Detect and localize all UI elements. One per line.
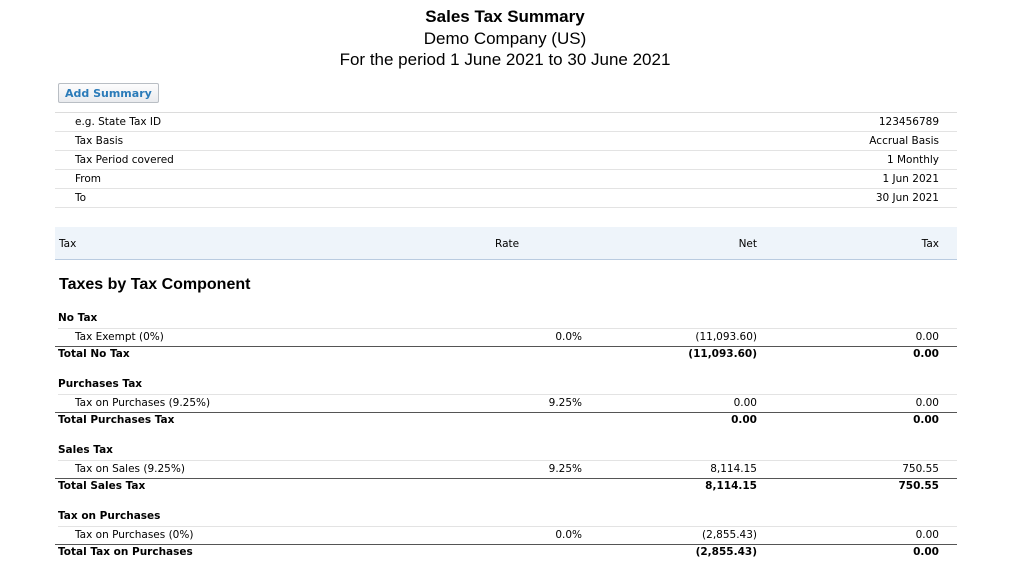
info-row-tax-period: Tax Period covered 1 Monthly <box>55 151 957 170</box>
total-label: Total Tax on Purchases <box>58 546 193 558</box>
group-name: Tax on Purchases <box>58 510 957 527</box>
total-net: 0.00 <box>731 414 757 426</box>
total-row: Total Sales Tax 8,114.15 750.55 <box>55 479 957 497</box>
info-row-from: From 1 Jun 2021 <box>55 170 957 189</box>
report-period: For the period 1 June 2021 to 30 June 20… <box>339 50 671 69</box>
group-name: Purchases Tax <box>58 378 957 395</box>
tax-group-sales-tax: Sales Tax Tax on Sales (9.25%) 9.25% 8,1… <box>55 442 957 508</box>
info-label: e.g. State Tax ID <box>75 116 162 128</box>
line-net: (2,855.43) <box>702 529 757 541</box>
column-header-net: Net <box>738 238 757 250</box>
summary-info-table: e.g. State Tax ID 123456789 Tax Basis Ac… <box>55 112 957 208</box>
info-value: 123456789 <box>878 116 939 128</box>
info-label: To <box>75 192 87 204</box>
total-label: Total No Tax <box>58 348 130 360</box>
line-name: Tax on Sales (9.25%) <box>75 463 185 475</box>
total-row: Total Tax on Purchases (2,855.43) 0.00 <box>55 545 957 563</box>
line-rate: 9.25% <box>548 463 582 475</box>
group-name: Sales Tax <box>58 444 957 461</box>
line-tax: 0.00 <box>915 397 939 409</box>
info-value: 1 Monthly <box>886 154 939 166</box>
total-label: Total Purchases Tax <box>58 414 175 426</box>
table-row: Tax on Purchases (9.25%) 9.25% 0.00 0.00 <box>55 394 957 413</box>
total-net: 8,114.15 <box>705 480 757 492</box>
line-name: Tax on Purchases (0%) <box>75 529 194 541</box>
table-row: Tax on Purchases (0%) 0.0% (2,855.43) 0.… <box>55 526 957 545</box>
column-header-row: Tax Rate Net Tax <box>55 227 957 260</box>
info-row-to: To 30 Jun 2021 <box>55 189 957 208</box>
line-name: Tax Exempt (0%) <box>75 331 164 343</box>
info-label: Tax Period covered <box>75 154 174 166</box>
section-title: Taxes by Tax Component <box>59 276 251 293</box>
line-net: (11,093.60) <box>695 331 757 343</box>
info-label: Tax Basis <box>75 135 124 147</box>
report-title: Sales Tax Summary <box>425 7 585 26</box>
company-name: Demo Company (US) <box>423 29 587 48</box>
tax-group-no-tax: No Tax Tax Exempt (0%) 0.0% (11,093.60) … <box>55 310 957 376</box>
tax-group-tax-on-purchases: Tax on Purchases Tax on Purchases (0%) 0… <box>55 508 957 574</box>
info-value: 1 Jun 2021 <box>882 173 939 185</box>
table-row: Tax Exempt (0%) 0.0% (11,093.60) 0.00 <box>55 328 957 347</box>
tax-groups: No Tax Tax Exempt (0%) 0.0% (11,093.60) … <box>55 310 957 574</box>
total-tax: 0.00 <box>913 546 939 558</box>
tax-group-purchases-tax: Purchases Tax Tax on Purchases (9.25%) 9… <box>55 376 957 442</box>
total-tax: 0.00 <box>913 414 939 426</box>
info-label: From <box>75 173 102 185</box>
total-label: Total Sales Tax <box>58 480 146 492</box>
add-summary-button[interactable]: Add Summary <box>58 83 159 103</box>
line-rate: 0.0% <box>555 331 582 343</box>
line-tax: 0.00 <box>915 331 939 343</box>
column-header-rate: Rate <box>495 238 520 250</box>
line-net: 0.00 <box>733 397 757 409</box>
line-rate: 9.25% <box>548 397 582 409</box>
info-row-tax-id: e.g. State Tax ID 123456789 <box>55 113 957 132</box>
info-row-tax-basis: Tax Basis Accrual Basis <box>55 132 957 151</box>
total-tax: 750.55 <box>898 480 939 492</box>
info-value: 30 Jun 2021 <box>875 192 939 204</box>
line-name: Tax on Purchases (9.25%) <box>75 397 211 409</box>
table-row: Tax on Sales (9.25%) 9.25% 8,114.15 750.… <box>55 460 957 479</box>
line-tax: 0.00 <box>915 529 939 541</box>
group-name: No Tax <box>58 312 957 329</box>
total-row: Total Purchases Tax 0.00 0.00 <box>55 413 957 431</box>
total-net: (11,093.60) <box>688 348 757 360</box>
total-tax: 0.00 <box>913 348 939 360</box>
line-tax: 750.55 <box>902 463 939 475</box>
info-value: Accrual Basis <box>869 135 939 147</box>
total-row: Total No Tax (11,093.60) 0.00 <box>55 347 957 365</box>
total-net: (2,855.43) <box>695 546 757 558</box>
column-header-tax-amount: Tax <box>921 238 939 250</box>
column-header-tax: Tax <box>59 238 77 250</box>
line-rate: 0.0% <box>555 529 582 541</box>
line-net: 8,114.15 <box>710 463 757 475</box>
